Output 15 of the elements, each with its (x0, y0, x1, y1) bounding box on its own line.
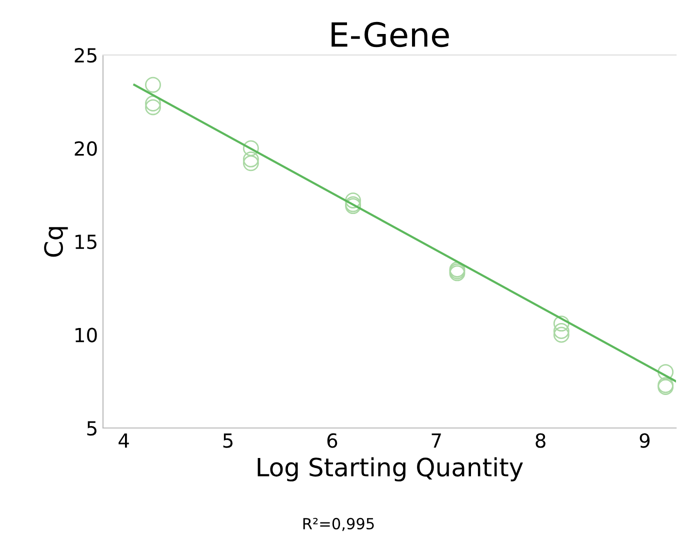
x-tick-label: 4 (118, 433, 129, 448)
x-tick-label: 9 (640, 433, 650, 448)
x-axis-title: Log Starting Quantity (258, 457, 523, 482)
y-axis-title: Cq (44, 227, 68, 257)
text: R²=0,995 (303, 518, 374, 531)
x-tick-label: 8 (536, 433, 546, 448)
y-tick-label: 10 (76, 328, 97, 342)
x-tick-label: 6 (327, 433, 338, 448)
y-tick-label: 15 (76, 234, 96, 250)
x-tick-label: 7 (432, 433, 441, 448)
chart-title: E-Gene (332, 22, 449, 48)
x-tick-label: 5 (223, 433, 233, 448)
y-tick-label: 25 (74, 48, 96, 63)
y-tick-label: 5 (87, 421, 96, 436)
y-tick-label: 20 (74, 141, 97, 156)
